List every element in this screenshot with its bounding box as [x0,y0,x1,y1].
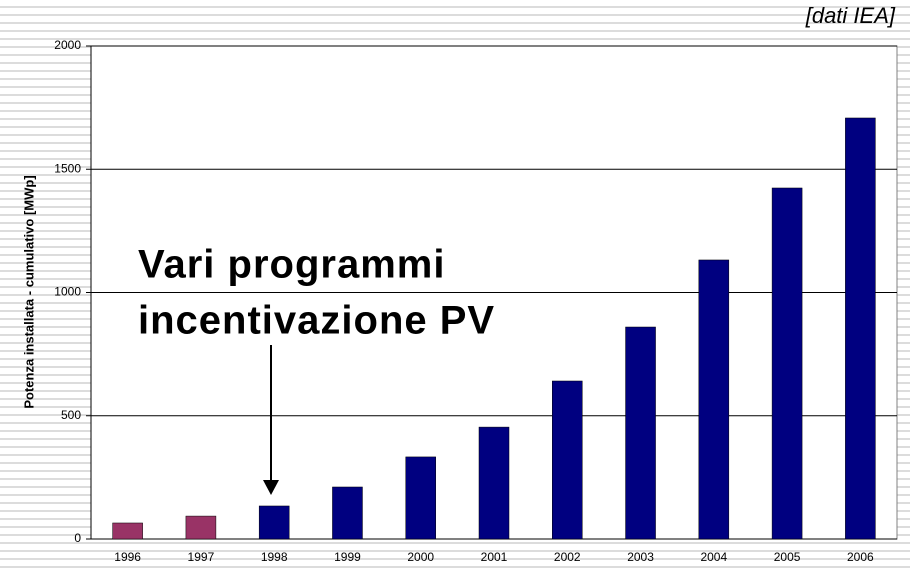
annotation: incentivazione PV [138,299,495,343]
x-tick-label: 2000 [407,550,434,564]
x-tick-label: 1999 [334,550,361,564]
x-tick-label: 1998 [261,550,288,564]
x-tick-label: 2002 [554,550,581,564]
x-tick-label: 2005 [774,550,801,564]
y-tick-label: 500 [61,408,81,422]
bar [332,486,363,540]
y-tick-label: 2000 [54,38,81,52]
arrow-head [263,480,279,495]
annotation: Vari programmi [138,243,445,287]
x-tick-label: 2003 [627,550,654,564]
bar [112,522,143,540]
x-tick-label: 1996 [114,550,141,564]
y-tick-label: 1500 [54,161,81,175]
bar [698,259,730,540]
bar [478,426,510,540]
y-tick-label: 1000 [54,285,81,299]
bar [845,117,876,540]
x-tick-label: 2001 [481,550,508,564]
bar [771,187,803,540]
y-axis-label: Potenza installata - cumulativo [MWp] [21,175,36,408]
source-note: [dati IEA] [805,3,896,28]
bar [405,456,436,540]
y-tick-label: 0 [74,531,81,545]
bar [185,515,217,540]
x-tick-label: 2004 [700,550,727,564]
bar [625,326,656,540]
x-tick-label: 2006 [847,550,874,564]
x-tick-label: 1997 [188,550,215,564]
bar [552,380,583,540]
bar [258,505,290,540]
